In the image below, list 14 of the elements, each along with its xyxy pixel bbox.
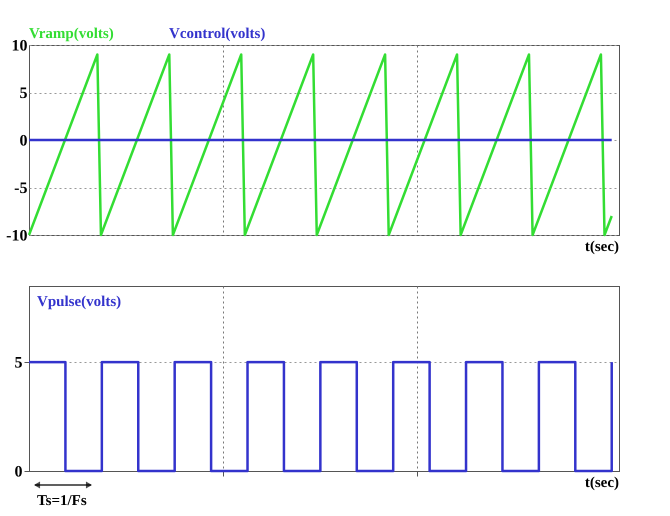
text: Ts=1/Fs	[37, 493, 87, 509]
y-tick-label: 5	[14, 354, 22, 372]
y-tick-label: 5	[20, 85, 28, 102]
y-tick-label: -10	[6, 228, 28, 244]
text: Vpulse(volts)	[37, 294, 122, 310]
series-label: Vramp(volts)	[29, 26, 114, 42]
y-tick-label: 0	[20, 132, 28, 150]
y-tick-label: -5	[14, 180, 28, 197]
x-axis-title: t(sec)	[584, 475, 619, 491]
text: Vcontrol(volts)	[169, 26, 266, 42]
y-tick-label: 0	[14, 464, 22, 480]
line-series	[28, 53, 613, 236]
y-tick-label: 10	[12, 38, 28, 54]
x-axis-title: t(sec)	[584, 239, 619, 255]
